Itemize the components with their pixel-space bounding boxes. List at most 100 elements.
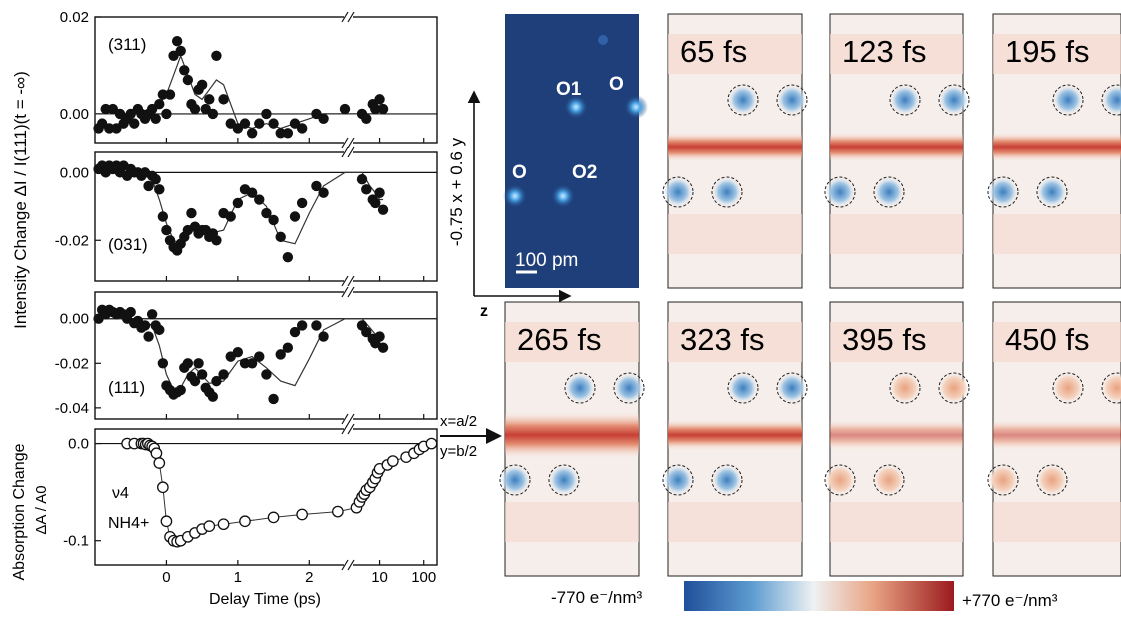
data-point	[143, 331, 154, 342]
data-point	[207, 391, 219, 402]
atom-outline	[613, 372, 645, 404]
density-spot	[988, 177, 1018, 207]
horizontal-axis-label: z	[480, 303, 488, 320]
plot-panel: 0.0 -0.1	[63, 423, 438, 571]
faint-band	[993, 322, 1121, 362]
data-point	[318, 331, 329, 342]
y-tick-label: 0.00	[60, 106, 89, 123]
frame-time-label: 450 fs	[1005, 322, 1089, 357]
density-spot	[890, 85, 920, 115]
density-spot	[777, 85, 807, 115]
density-spot	[825, 465, 855, 495]
atom-outline	[564, 372, 596, 404]
data-point	[239, 358, 251, 369]
data-point	[225, 211, 236, 222]
atom-spot	[503, 184, 527, 208]
faint-band	[505, 502, 639, 542]
axis-break-gap	[344, 415, 353, 423]
axis-break-mark	[341, 137, 349, 149]
atom-outline	[824, 176, 856, 208]
reflection-label: (311)	[108, 35, 146, 54]
data-point	[207, 108, 219, 120]
faint-band	[668, 214, 802, 254]
axis-break-mark	[341, 413, 349, 425]
density-frame: 195 fs	[987, 13, 1121, 289]
density-spot	[500, 465, 530, 495]
density-spot	[939, 373, 969, 403]
axis-break-gap	[344, 13, 353, 21]
data-point	[154, 99, 165, 110]
data-point	[154, 324, 165, 336]
data-point	[125, 306, 136, 318]
data-point	[196, 79, 208, 91]
data-point	[204, 94, 215, 105]
data-point	[377, 204, 389, 215]
axis-break-mark	[347, 275, 355, 287]
data-point	[104, 123, 115, 134]
data-point	[282, 128, 294, 139]
atom-outline	[711, 176, 743, 208]
data-point	[150, 113, 161, 124]
structure-map-background	[505, 14, 639, 288]
data-point	[157, 89, 169, 100]
data-point	[157, 481, 169, 494]
data-point	[377, 342, 389, 353]
data-point	[164, 89, 176, 100]
atom-outline	[1036, 464, 1068, 496]
atom-outline	[1052, 372, 1084, 404]
central-band	[668, 133, 802, 161]
density-spot	[1037, 177, 1067, 207]
data-point	[311, 320, 322, 331]
axis-break	[341, 11, 355, 149]
data-point	[157, 358, 169, 369]
data-point	[246, 358, 258, 369]
atom-outline	[938, 84, 970, 116]
data-point	[175, 384, 186, 396]
frame-time-label: 323 fs	[680, 322, 764, 357]
data-point	[374, 331, 385, 342]
faint-band	[505, 322, 639, 362]
density-frame: 323 fs	[662, 301, 808, 577]
faint-band	[830, 502, 963, 542]
atom-outline	[987, 176, 1019, 208]
data-point	[189, 375, 201, 387]
data-point	[370, 197, 381, 209]
axis-break-mark	[347, 413, 355, 425]
atom-label-o2: O2	[572, 162, 597, 183]
data-point	[282, 342, 294, 353]
data-point	[296, 197, 308, 209]
atom-outline	[776, 372, 808, 404]
data-point	[296, 320, 308, 331]
intensity-ylabel: Intensity Change ΔI / I(111)(t = -∞)	[11, 71, 30, 329]
atom-outline	[987, 464, 1019, 496]
density-spot	[988, 465, 1018, 495]
density-spot	[614, 373, 644, 403]
panel-frame	[94, 428, 438, 566]
atom-outline	[1052, 84, 1084, 116]
data-point	[254, 351, 265, 362]
atom-label-o: O	[512, 162, 527, 183]
data-point	[261, 207, 272, 219]
data-point	[239, 118, 251, 129]
data-point	[161, 224, 172, 236]
density-frame: 123 fs	[824, 13, 970, 289]
faint-band	[993, 34, 1121, 74]
density-spot	[874, 177, 904, 207]
data-point	[193, 358, 204, 369]
density-frame: 65 fs	[662, 13, 808, 289]
data-point	[218, 369, 229, 380]
central-band	[505, 412, 639, 458]
atom-outline	[1101, 372, 1121, 404]
frame-time-label: 395 fs	[842, 322, 926, 357]
atom-label-o1: O1	[556, 79, 582, 100]
axis-break-gap	[344, 148, 353, 156]
data-point	[217, 518, 230, 531]
data-point	[246, 128, 258, 139]
axis-break-mark	[347, 559, 355, 571]
x-tick-label: 2	[305, 569, 313, 586]
colorbar-max-label: +770 e⁻/nm³	[962, 591, 1058, 610]
fit-curve	[95, 54, 384, 130]
density-spot	[890, 373, 920, 403]
data-point	[196, 369, 208, 380]
faint-band	[830, 34, 963, 74]
